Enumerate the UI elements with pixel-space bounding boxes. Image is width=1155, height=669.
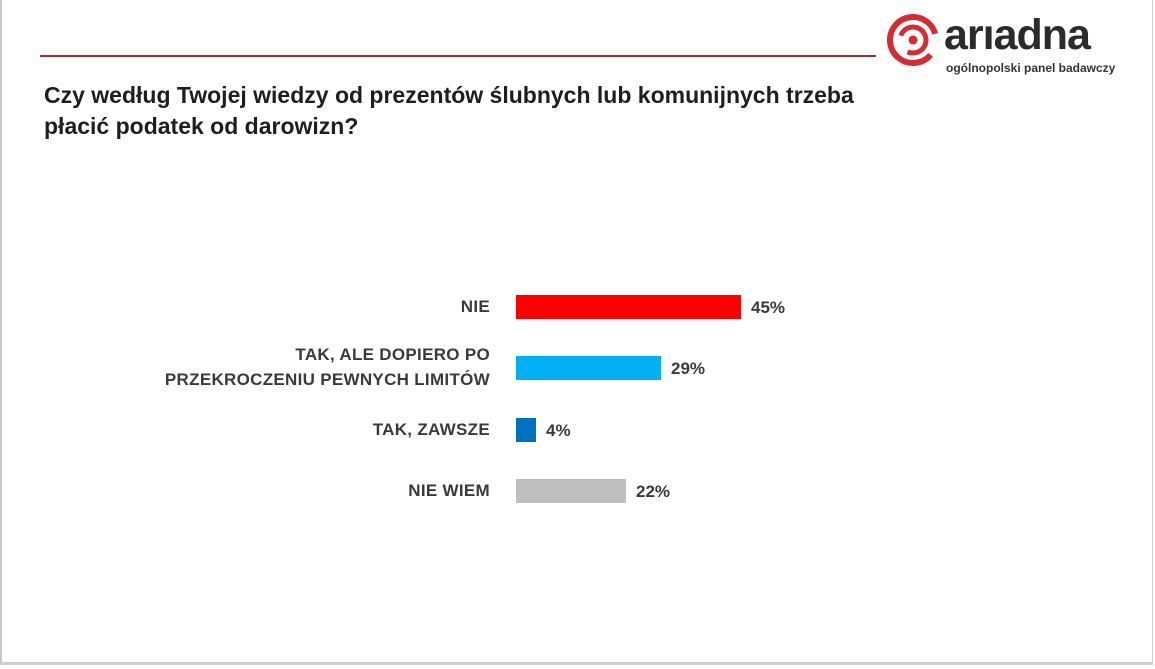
category-label-line: TAK, ZAWSZE xyxy=(372,419,490,439)
bar xyxy=(516,479,626,503)
category-label: NIE xyxy=(20,294,490,319)
bar xyxy=(516,356,661,380)
ariadna-spiral-icon xyxy=(887,14,939,66)
category-label: TAK, ZAWSZE xyxy=(20,417,490,442)
category-label: NIE WIEM xyxy=(20,478,490,503)
logo-wordmark: arıadna xyxy=(944,11,1091,59)
chart-title: Czy według Twojej wiedzy od prezentów śl… xyxy=(44,82,854,139)
category-label-line: NIE xyxy=(460,296,490,316)
header-rule xyxy=(40,55,876,57)
data-label: 22% xyxy=(636,482,671,501)
data-label: 29% xyxy=(671,359,706,378)
category-label-line: TAK, ALE DOPIERO PO xyxy=(295,345,490,364)
category-label-line: NIE WIEM xyxy=(408,480,490,500)
logo-tagline: ogólnopolski panel badawczy xyxy=(946,61,1116,75)
data-label: 4% xyxy=(546,421,571,440)
category-label-line: PRZEKROCZENIU PEWNYCH LIMITÓW xyxy=(164,370,490,389)
ariadna-logo: arıadna ogólnopolski panel badawczy xyxy=(886,12,1146,80)
data-label: 45% xyxy=(751,298,786,317)
category-label: TAK, ALE DOPIERO PO PRZEKROCZENIU PEWNYCH… xyxy=(20,342,490,392)
bar xyxy=(516,418,536,442)
bar xyxy=(516,295,741,319)
